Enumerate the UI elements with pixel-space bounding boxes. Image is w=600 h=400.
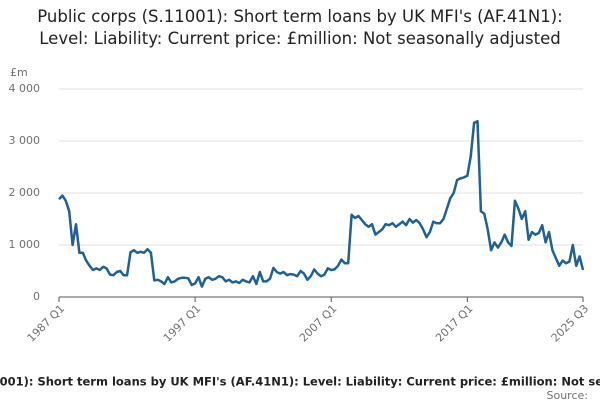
source: Source: (547, 389, 589, 400)
x-tick-label: 2007 Q1 (297, 302, 340, 345)
footer-title: Public corps (S.11001): Short term loans… (0, 375, 600, 389)
y-tick-label: 0 (33, 290, 40, 303)
x-tick-label: 2017 Q1 (433, 302, 476, 345)
y-tick-label: 4 000 (9, 82, 41, 95)
y-axis-label: £m (10, 66, 28, 79)
x-tick-label: 1987 Q1 (25, 302, 68, 345)
data-line (58, 119, 585, 288)
x-tick-label: 2025 Q3 (549, 302, 592, 345)
y-tick-label: 2 000 (9, 186, 41, 199)
y-tick-label: 3 000 (9, 134, 41, 147)
x-tick-label: 1997 Q1 (161, 302, 204, 345)
chart-title: Public corps (S.11001): Short term loans… (37, 7, 563, 48)
y-tick-label: 1 000 (9, 238, 41, 251)
